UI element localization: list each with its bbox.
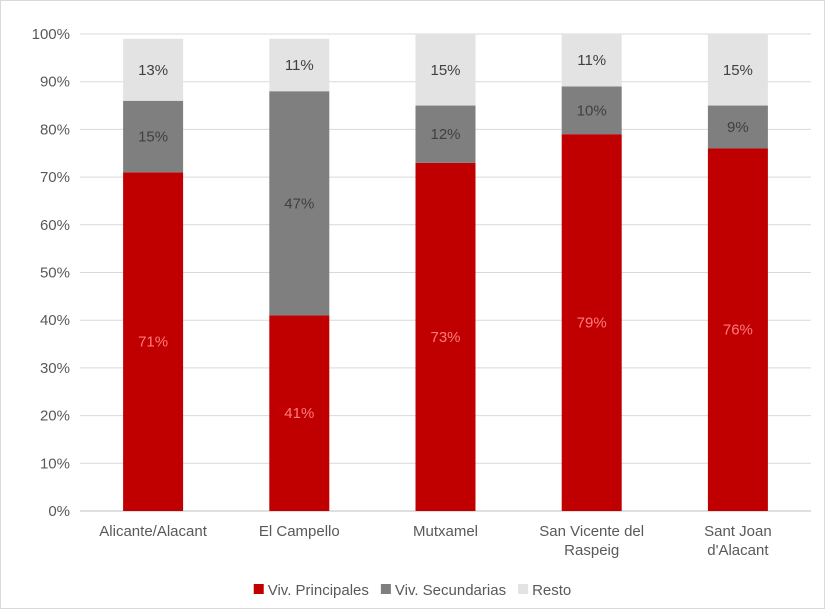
data-label: 15% (723, 62, 753, 79)
bars (123, 34, 768, 512)
bar-segment (415, 34, 476, 106)
y-axis-ticks: 0% 10% 20% 30% 40% 50% 60% 70% 80% 90% 100% (32, 26, 70, 520)
legend: Viv. Principales Viv. Secundarias Resto (253, 582, 571, 599)
data-label: 15% (430, 62, 460, 79)
y-tick-label: 20% (40, 408, 70, 425)
bar-segment (561, 86, 622, 135)
data-label: 41% (284, 405, 314, 422)
data-label: 15% (138, 129, 168, 146)
data-labels: 71% 15% 13% 41% 47% 11% 73% 12% 15% 79% 10% 11% 76% 9… (138, 52, 753, 422)
legend-label: Resto (532, 582, 571, 599)
bar-segment (561, 134, 622, 512)
legend-swatch (518, 584, 529, 594)
y-tick-label: 60% (40, 217, 70, 234)
x-category-label: Mutxamel (413, 523, 478, 540)
bar-segment (415, 105, 476, 163)
y-tick-label: 80% (40, 121, 70, 138)
x-category-label: San Vicente del (539, 523, 644, 540)
y-tick-label: 90% (40, 74, 70, 91)
data-label: 76% (723, 322, 753, 339)
bar-segment (707, 148, 768, 512)
y-tick-label: 30% (40, 360, 70, 377)
x-category-label: Alicante/Alacant (99, 523, 207, 540)
data-label: 13% (138, 62, 168, 79)
legend-swatch (380, 584, 391, 594)
y-tick-label: 0% (48, 503, 70, 520)
y-tick-label: 70% (40, 169, 70, 186)
bar-segment (269, 315, 330, 511)
data-label: 11% (285, 57, 314, 74)
bar-segment (707, 105, 768, 149)
x-category-label: Raspeig (564, 542, 619, 559)
y-tick-label: 10% (40, 455, 70, 472)
x-category-label: Sant Joan (704, 523, 772, 540)
data-label: 10% (577, 102, 607, 119)
bar-segment (269, 91, 330, 316)
bar-segment (123, 172, 184, 511)
x-category-label: d'Alacant (707, 542, 769, 559)
data-label: 79% (577, 315, 607, 332)
data-label: 11% (577, 52, 606, 69)
data-label: 47% (284, 195, 314, 212)
x-category-label: El Campello (259, 523, 340, 540)
data-label: 73% (430, 329, 460, 346)
x-axis-categories: Alicante/Alacant El Campello Mutxamel San V… (99, 523, 771, 559)
bar-segment (707, 34, 768, 106)
y-tick-label: 100% (32, 26, 70, 43)
legend-label: Viv. Principales (268, 582, 369, 599)
legend-swatch (253, 584, 264, 594)
bar-segment (123, 100, 184, 173)
bar-segment (269, 38, 330, 92)
data-label: 12% (430, 126, 460, 143)
bar-segment (561, 34, 622, 87)
y-tick-label: 50% (40, 265, 70, 282)
y-tick-label: 40% (40, 312, 70, 329)
bar-segment (415, 162, 476, 512)
bar-segment (123, 38, 184, 101)
data-label: 71% (138, 334, 168, 351)
data-label: 9% (727, 119, 749, 136)
legend-label: Viv. Secundarias (395, 582, 506, 599)
